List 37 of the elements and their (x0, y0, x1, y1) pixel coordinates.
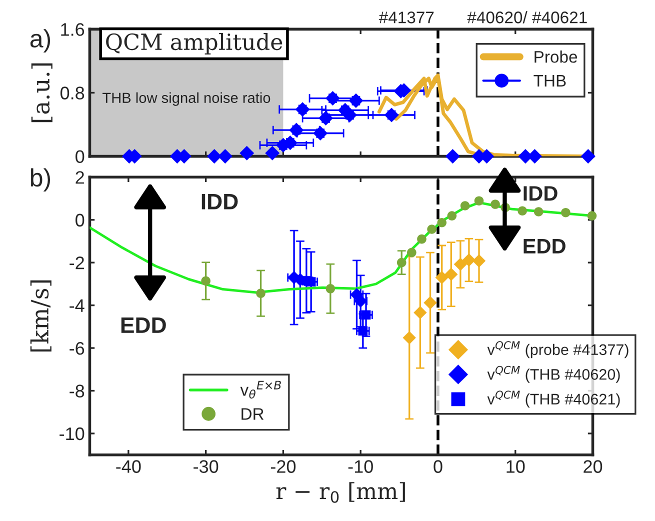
band-label: THB low signal noise ratio (102, 92, 270, 106)
text: b) (30, 168, 50, 192)
y-tick-label: 0 (76, 214, 84, 227)
y-tick-label: -2 (70, 256, 84, 270)
x-tick-label: 20 (584, 460, 602, 473)
annotation: EDD (121, 318, 166, 333)
x-axis-title: r − r$_{0}$ [mm] (276, 482, 405, 503)
legend-label: Probe (534, 50, 578, 63)
annotation: IDD (524, 186, 558, 201)
y-tick-label: -10 (60, 427, 84, 440)
x-tick-label: -20 (270, 460, 296, 473)
x-tick-label: -30 (194, 460, 218, 473)
x-tick-label: -10 (348, 460, 373, 473)
annotation: IDD (202, 194, 238, 210)
y-tick-label: 0 (76, 150, 84, 164)
x-tick-label: 0 (434, 460, 442, 473)
annotation: EDD (524, 239, 566, 254)
text: #41377 (378, 12, 434, 24)
legend-label: v$^{QCM}$ (THB #40621) (487, 390, 620, 408)
y-tick-label: -8 (70, 384, 84, 398)
legend-label: v$^{QCM}$ (probe #41377) (487, 341, 628, 358)
y-tick-label: 2 (76, 171, 84, 184)
y-tick-label: 0.8 (60, 86, 84, 100)
y-axis-title: [a.u.] (31, 63, 52, 122)
text: a) (30, 29, 50, 52)
legend-label: DR (242, 408, 264, 420)
legend-label: THB (534, 75, 566, 86)
text: #40620/ #40621 (467, 11, 587, 24)
y-tick-label: 1.6 (61, 23, 84, 36)
y-axis-title: [km/s] (30, 280, 52, 352)
x-tick-label: -40 (116, 460, 141, 473)
y-tick-label: -6 (70, 342, 84, 355)
legend-label: v$_{θ}$$^{E×B}$ (240, 380, 281, 399)
y-tick-label: -4 (70, 299, 84, 312)
chart-title: QCM amplitude (106, 32, 282, 54)
legend-label: v$^{QCM}$ (THB #40620) (487, 366, 620, 383)
x-tick-label: 10 (506, 460, 525, 473)
